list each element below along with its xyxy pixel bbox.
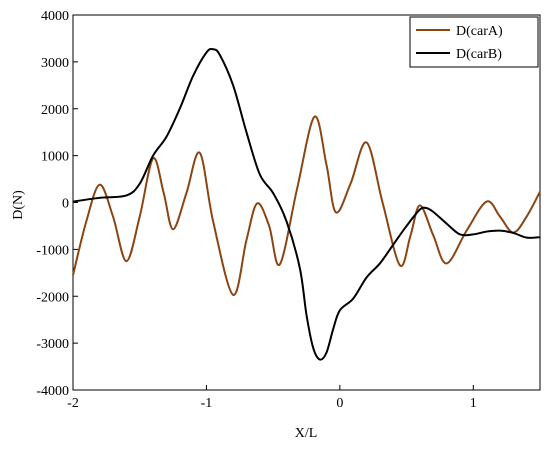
y-tick-label: -2000 <box>36 290 69 305</box>
y-tick-label: -4000 <box>36 384 69 399</box>
x-tick-label: 1 <box>470 396 477 411</box>
y-tick-label: 3000 <box>41 56 69 71</box>
legend-label: D(carB) <box>456 47 502 62</box>
x-tick-label: -2 <box>67 396 79 411</box>
x-axis-label: X/L <box>295 426 318 441</box>
y-tick-label: 1000 <box>41 150 69 165</box>
x-tick-label: 0 <box>336 396 343 411</box>
y-tick-label: 0 <box>62 197 69 212</box>
y-tick-label: 4000 <box>41 9 69 24</box>
x-tick-label: -1 <box>201 396 213 411</box>
y-tick-label: -1000 <box>36 243 69 258</box>
data-line <box>72 115 541 296</box>
data-line <box>72 47 541 361</box>
y-axis-label: D(N) <box>11 190 26 220</box>
y-tick-label: -3000 <box>36 337 69 352</box>
y-tick-label: 2000 <box>41 103 69 118</box>
legend-label: D(carA) <box>456 24 503 39</box>
legend-box <box>409 16 539 68</box>
